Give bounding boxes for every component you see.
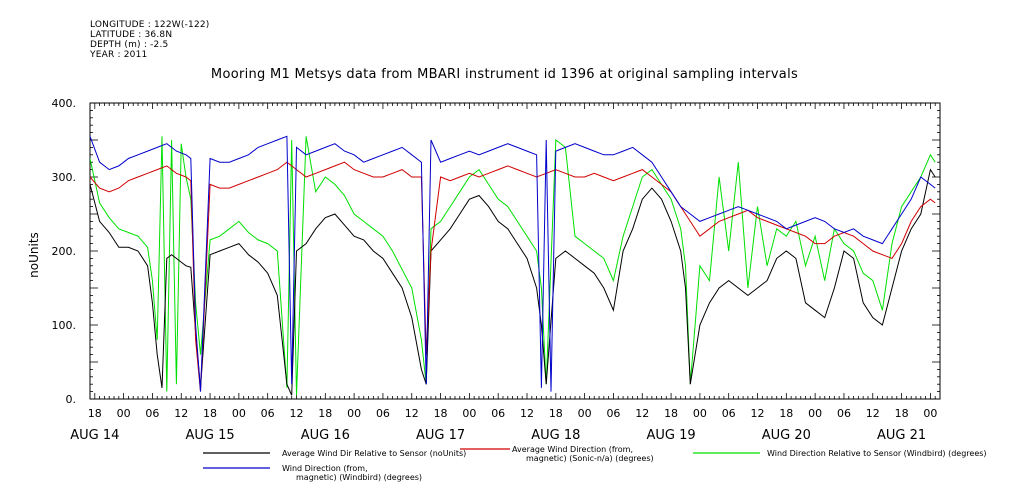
x-day-label: AUG 14 (70, 428, 119, 443)
x-tick-label: 12 (866, 407, 880, 420)
x-tick-label: 18 (664, 407, 678, 420)
meta-depth: DEPTH (m) : -2.5 (90, 40, 169, 50)
x-tick-label: 00 (347, 407, 361, 420)
legend-label: Average Wind Direction (from, (512, 445, 633, 454)
series-line-1 (90, 161, 936, 392)
x-day-label: AUG 20 (762, 428, 811, 443)
meta-latitude: LATITUDE : 36.8N (90, 30, 173, 40)
x-tick-label: 00 (462, 407, 476, 420)
x-tick-label: 00 (578, 407, 592, 420)
chart-title: Mooring M1 Metsys data from MBARI instru… (210, 67, 799, 82)
x-day-label: AUG 16 (301, 428, 350, 443)
x-tick-label: 06 (261, 407, 275, 420)
meta-year: YEAR : 2011 (90, 50, 148, 60)
x-day-label: AUG 21 (877, 428, 926, 443)
x-tick-label: 12 (405, 407, 419, 420)
x-tick-label: 00 (693, 407, 707, 420)
y-tick-label: 400. (52, 97, 77, 110)
x-tick-label: 06 (491, 407, 505, 420)
x-day-label: AUG 15 (185, 428, 234, 443)
y-tick-label: 300. (52, 171, 77, 184)
series-line-0 (90, 168, 936, 396)
legend-label: Wind Direction Relative to Sensor (Windb… (767, 449, 987, 458)
x-tick-label: 12 (520, 407, 534, 420)
x-tick-label: 06 (606, 407, 620, 420)
y-tick-label: 0. (66, 393, 77, 406)
x-tick-label: 18 (779, 407, 793, 420)
x-tick-label: 12 (635, 407, 649, 420)
legend-label: Wind Direction (from, (282, 464, 368, 473)
x-tick-label: 00 (117, 407, 131, 420)
x-tick-label: 12 (751, 407, 765, 420)
x-tick-label: 06 (145, 407, 159, 420)
legend-label: magnetic) (Windbird) (degrees) (296, 473, 422, 482)
series-line-2 (90, 136, 936, 396)
series-line-3 (90, 135, 936, 392)
metadata-block: LONGITUDE : 122W(-122) LATITUDE : 36.8N … (90, 20, 210, 60)
meta-longitude: LONGITUDE : 122W(-122) (90, 20, 210, 30)
x-tick-label: 12 (289, 407, 303, 420)
x-tick-label: 18 (434, 407, 448, 420)
y-tick-label: 100. (52, 319, 77, 332)
x-day-label: AUG 19 (646, 428, 695, 443)
x-tick-label: 00 (808, 407, 822, 420)
x-tick-label: 18 (895, 407, 909, 420)
x-day-label: AUG 18 (531, 428, 580, 443)
x-tick-label: 06 (837, 407, 851, 420)
legend-label: Average Wind Dir Relative to Sensor (noU… (282, 449, 466, 458)
x-tick-label: 06 (722, 407, 736, 420)
x-day-label: AUG 17 (416, 428, 465, 443)
x-tick-label: 18 (88, 407, 102, 420)
x-tick-label: 06 (376, 407, 390, 420)
x-tick-label: 18 (549, 407, 563, 420)
x-tick-label: 00 (232, 407, 246, 420)
x-tick-label: 18 (203, 407, 217, 420)
plot-frame (89, 102, 941, 400)
y-tick-label: 200. (52, 245, 77, 258)
x-tick-label: 18 (318, 407, 332, 420)
legend-label: magnetic) (Sonic-n/a) (degrees) (526, 454, 654, 463)
x-tick-label: 12 (174, 407, 188, 420)
x-tick-label: 00 (923, 407, 937, 420)
